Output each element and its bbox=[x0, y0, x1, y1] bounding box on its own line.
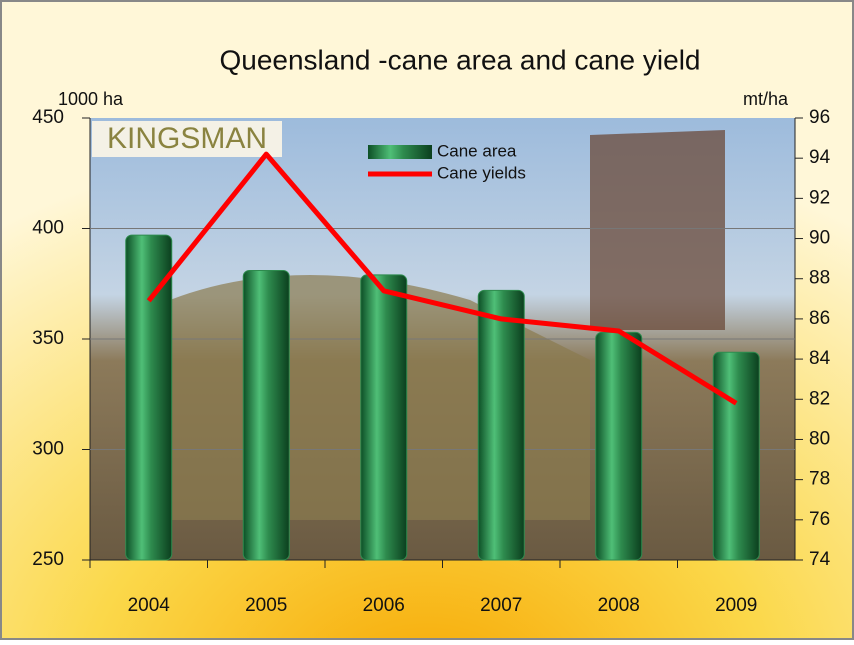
bar bbox=[361, 275, 407, 560]
y2-tick-label: 96 bbox=[809, 107, 830, 128]
x-tick-label: 2007 bbox=[480, 595, 522, 616]
x-tick-label: 2006 bbox=[363, 595, 405, 616]
logo: KINGSMAN bbox=[107, 122, 267, 155]
bar bbox=[596, 332, 642, 560]
chart-title: Queensland -cane area and cane yield bbox=[219, 44, 700, 75]
bar bbox=[243, 270, 289, 560]
y-tick-label: 350 bbox=[32, 328, 64, 349]
y-tick-label: 400 bbox=[32, 218, 64, 239]
x-tick-label: 2005 bbox=[245, 595, 287, 616]
y-tick-label: 450 bbox=[32, 107, 64, 128]
legend-label: Cane area bbox=[437, 141, 517, 160]
bar bbox=[478, 290, 524, 560]
x-tick-label: 2008 bbox=[598, 595, 640, 616]
y2-tick-label: 82 bbox=[809, 388, 830, 409]
y2-tick-label: 76 bbox=[809, 509, 830, 530]
y2-tick-label: 94 bbox=[809, 147, 831, 168]
y-tick-label: 250 bbox=[32, 549, 64, 570]
y2-tick-label: 90 bbox=[809, 228, 830, 249]
y2-tick-label: 84 bbox=[809, 348, 831, 369]
x-tick-label: 2009 bbox=[715, 595, 757, 616]
photo-truck bbox=[590, 130, 725, 330]
bar bbox=[713, 352, 759, 560]
y2-tick-label: 92 bbox=[809, 187, 830, 208]
y2-tick-label: 78 bbox=[809, 469, 830, 490]
y2-tick-label: 74 bbox=[809, 549, 831, 570]
y2-tick-label: 86 bbox=[809, 308, 830, 329]
y2-axis-label: mt/ha bbox=[743, 89, 789, 109]
chart: KINGSMAN Queensland -cane area and cane … bbox=[0, 0, 854, 640]
legend-label: Cane yields bbox=[437, 163, 526, 182]
y2-tick-label: 88 bbox=[809, 268, 830, 289]
x-tick-label: 2004 bbox=[128, 595, 171, 616]
y-tick-label: 300 bbox=[32, 439, 64, 460]
legend-swatch bbox=[368, 145, 432, 159]
y-axis-label: 1000 ha bbox=[58, 89, 124, 109]
y2-tick-label: 80 bbox=[809, 428, 830, 449]
